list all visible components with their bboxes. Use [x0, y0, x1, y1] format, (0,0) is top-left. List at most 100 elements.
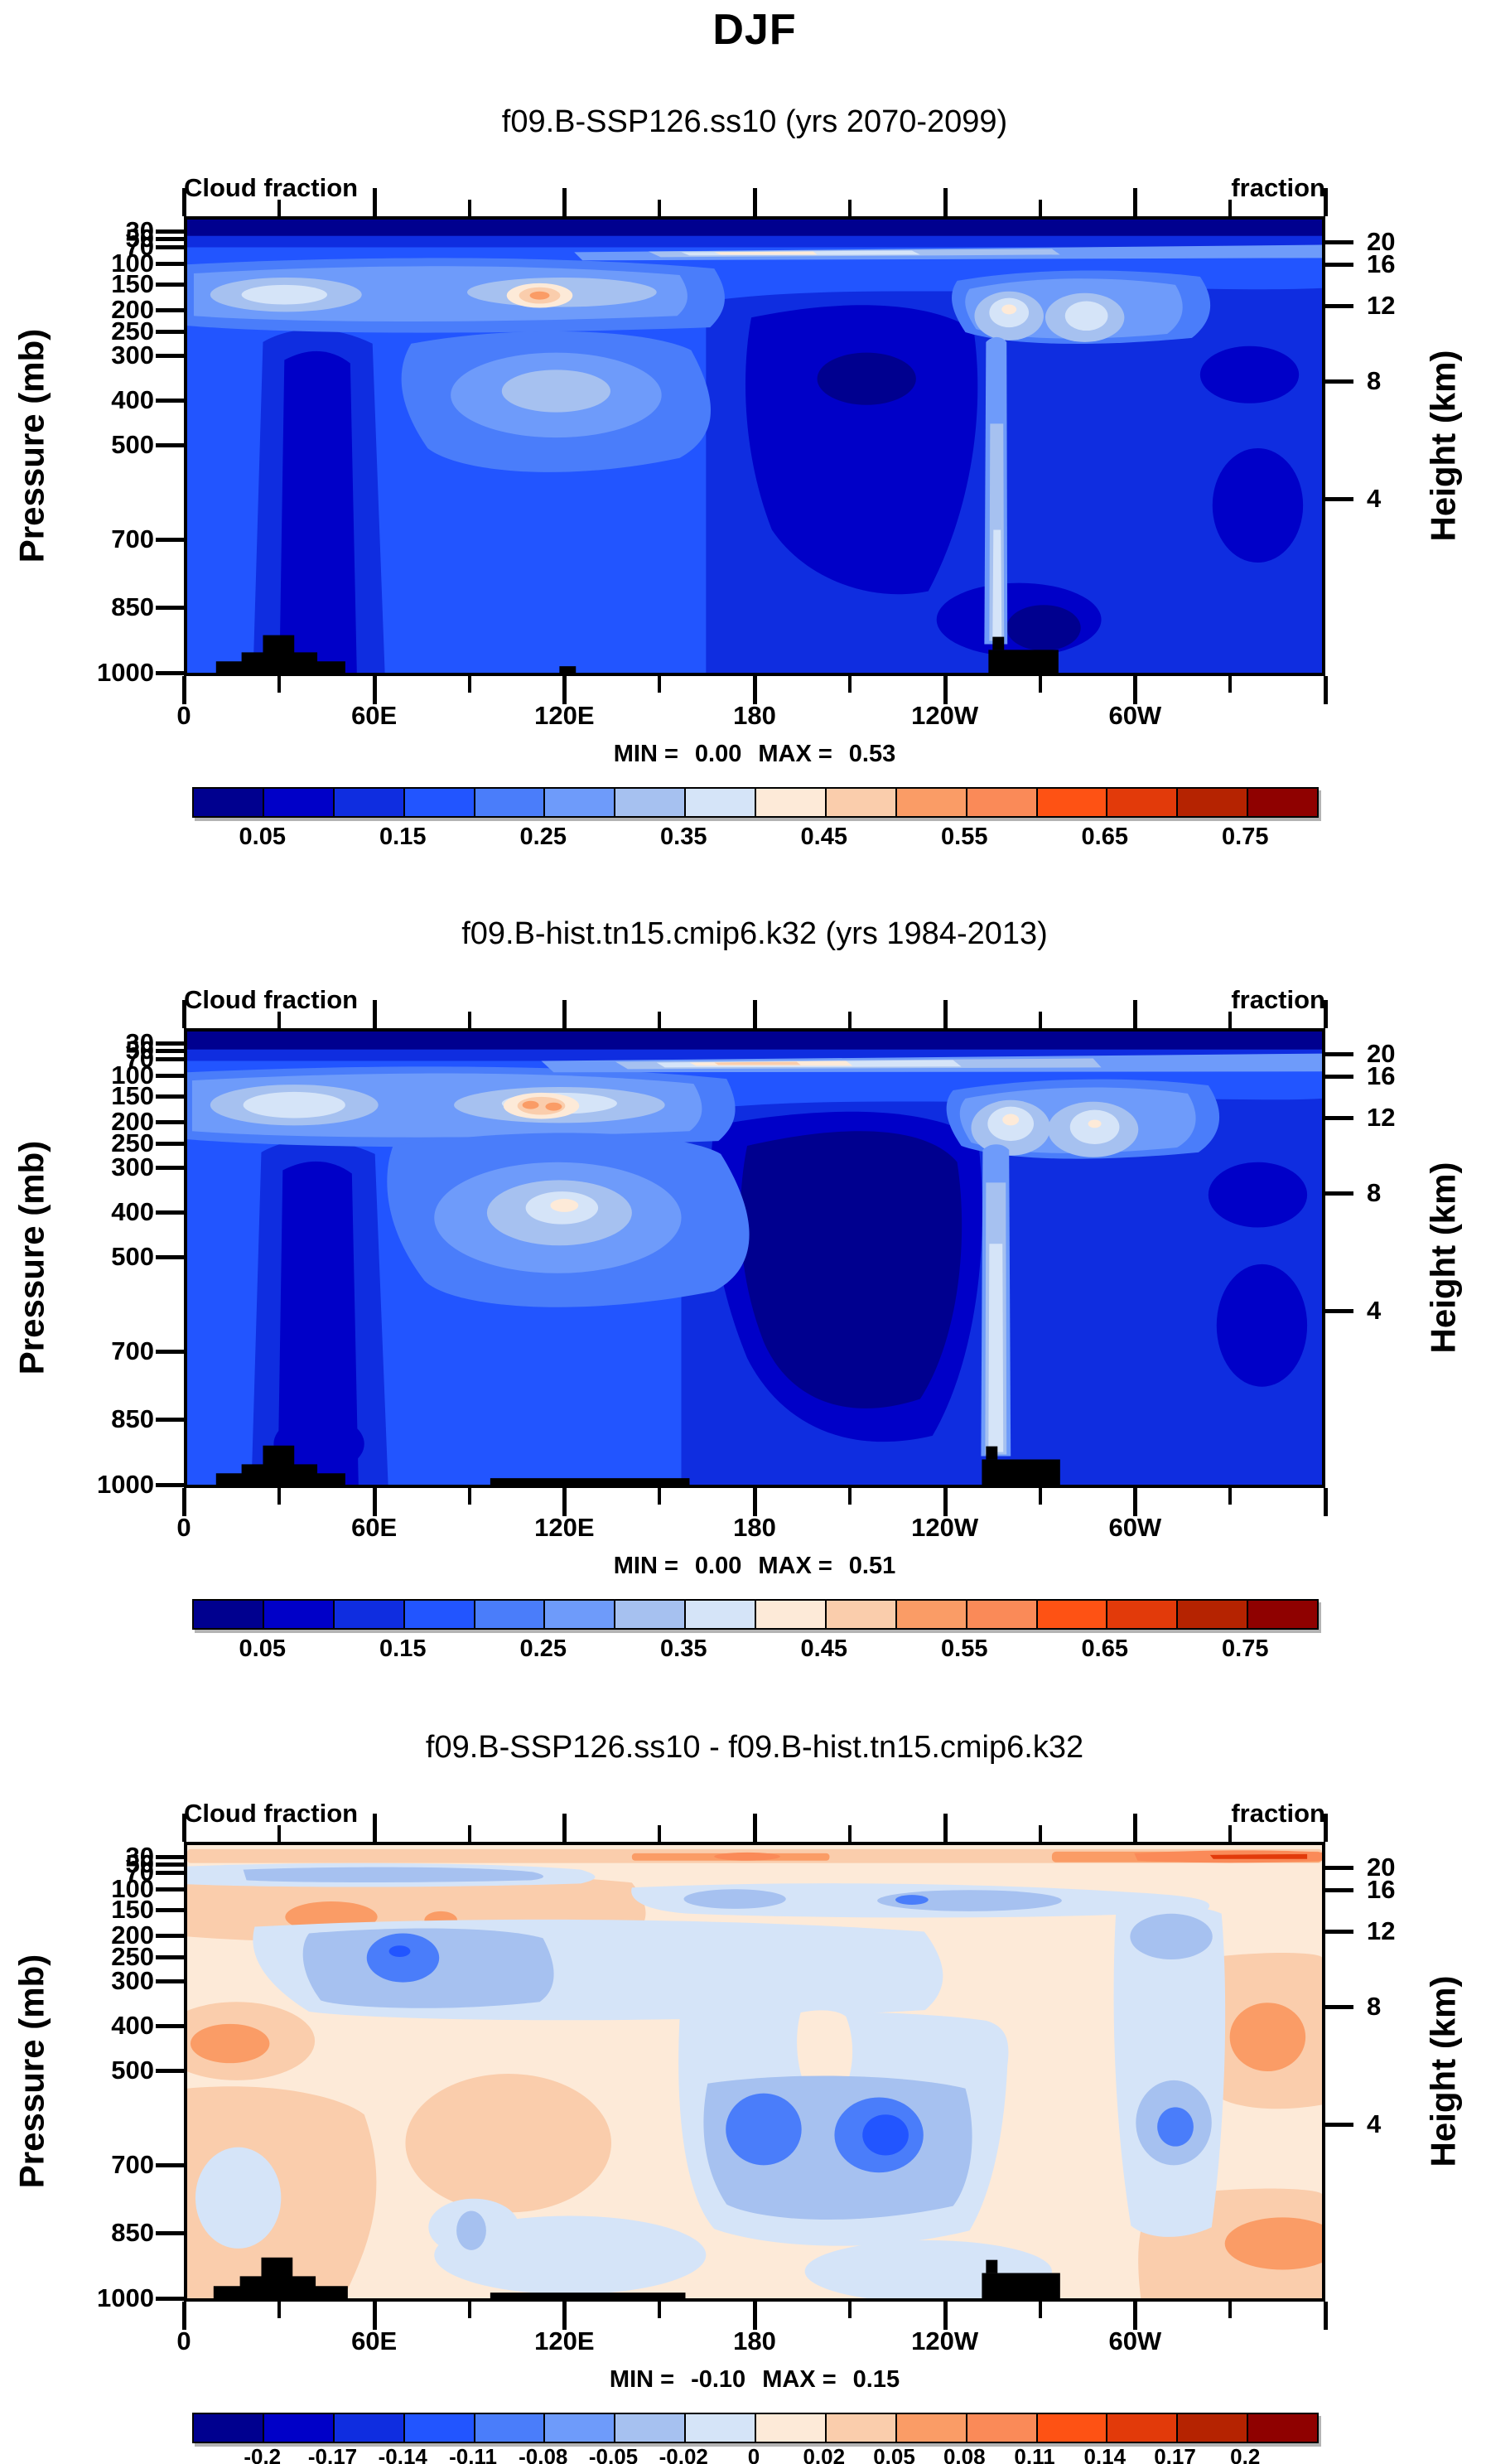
x-major-tick — [753, 676, 757, 704]
height-tick — [1325, 379, 1353, 384]
colorbar-tick-label: -0.17 — [307, 2444, 358, 2464]
colorbar-cell — [332, 789, 403, 816]
pressure-tick-label: 1000 — [97, 2283, 154, 2313]
height-tick — [1325, 1887, 1353, 1892]
x-minor-tick — [1038, 1488, 1042, 1505]
x-minor-tick — [1228, 1012, 1233, 1028]
pressure-tick — [156, 1417, 184, 1422]
x-major-tick — [943, 676, 948, 704]
colorbar — [192, 787, 1319, 818]
pressure-tick-label: 30 — [125, 1841, 154, 1871]
pressure-tick — [156, 1854, 184, 1859]
x-major-tick — [1324, 1000, 1328, 1028]
height-tick — [1325, 262, 1353, 267]
height-tick — [1325, 1052, 1353, 1057]
colorbar-tick-label: 0.05 — [239, 1635, 286, 1662]
pressure-tick-label: 50 — [125, 1036, 154, 1065]
colorbar-cell — [1176, 2414, 1247, 2442]
colorbar-tick-label: 0.45 — [800, 1635, 847, 1662]
x-major-tick — [372, 1488, 377, 1516]
pressure-tick-label: 1000 — [97, 658, 154, 688]
pressure-tick-label: 300 — [111, 1152, 154, 1182]
pressure-tick-label: 300 — [111, 1966, 154, 1996]
colorbar-cell — [1247, 789, 1317, 816]
colorbar-tick-label: 0 — [747, 2444, 760, 2464]
pressure-tick — [156, 1074, 184, 1079]
min-label: MIN = — [613, 741, 678, 767]
colorbar-cell — [1247, 1601, 1317, 1628]
colorbar-cell — [1176, 789, 1247, 816]
x-major-tick — [753, 1814, 757, 1842]
x-major-tick — [182, 676, 186, 704]
height-tick-label: 8 — [1367, 365, 1382, 395]
x-minor-tick — [658, 1012, 662, 1028]
x-minor-tick — [467, 1488, 471, 1505]
pressure-tick — [156, 2297, 184, 2302]
max-value: 0.51 — [848, 1553, 896, 1579]
colorbar-cell — [262, 2414, 333, 2442]
field-label-right: fraction — [1231, 173, 1325, 202]
pressure-tick — [156, 1908, 184, 1913]
colorbar-cell — [824, 2414, 895, 2442]
colorbar-cell — [755, 2414, 825, 2442]
pressure-tick — [156, 1041, 184, 1046]
pressure-tick-label: 50 — [125, 1849, 154, 1879]
pressure-tick-label: 700 — [111, 2150, 154, 2180]
pressure-tick-label: 1000 — [97, 1470, 154, 1500]
contour-field-difference — [187, 1845, 1322, 2298]
x-tick-label: 60W — [1108, 1513, 1162, 1542]
colorbar-tick-label: 0.55 — [941, 1635, 988, 1662]
min-label: MIN = — [613, 1553, 678, 1579]
x-tick-label: 180 — [733, 2326, 776, 2355]
x-major-tick — [182, 2302, 186, 2330]
min-value: 0.00 — [694, 741, 742, 767]
colorbar-tick-label: 0.17 — [1154, 2444, 1196, 2464]
x-minor-tick — [467, 2302, 471, 2318]
x-tick-label: 60W — [1108, 2326, 1162, 2355]
pressure-tick-label: 850 — [111, 592, 154, 621]
colorbar-cell — [332, 1601, 403, 1628]
colorbar-cell — [614, 789, 685, 816]
height-tick — [1325, 240, 1353, 245]
height-tick — [1325, 304, 1353, 309]
colorbar — [192, 2413, 1319, 2443]
pressure-tick-label: 100 — [111, 1060, 154, 1090]
max-value: 0.53 — [848, 741, 896, 767]
x-tick-label: 60E — [351, 701, 398, 730]
colorbar-cell — [1106, 789, 1177, 816]
height-tick-label: 20 — [1367, 1039, 1396, 1069]
x-tick-label: 0 — [176, 701, 191, 730]
pressure-tick — [156, 308, 184, 313]
colorbar-cell — [262, 1601, 333, 1628]
pressure-tick-label: 500 — [111, 1241, 154, 1271]
pressure-tick — [156, 605, 184, 610]
x-major-tick — [753, 1488, 757, 1516]
x-minor-tick — [1228, 2302, 1233, 2318]
x-minor-tick — [1228, 200, 1233, 216]
x-major-tick — [943, 1814, 948, 1842]
colorbar-cell — [543, 1601, 615, 1628]
pressure-tick — [156, 262, 184, 267]
colorbar-cell — [1106, 1601, 1177, 1628]
x-minor-tick — [1038, 1012, 1042, 1028]
field-label-left: Cloud fraction — [184, 1799, 359, 1828]
x-tick-label: 120W — [911, 2326, 979, 2355]
pressure-tick-label: 500 — [111, 429, 154, 459]
x-major-tick — [1133, 2302, 1138, 2330]
x-tick-label: 60E — [351, 2326, 398, 2355]
colorbar-tick-label: 0.2 — [1230, 2444, 1261, 2464]
colorbar-tick-label: -0.02 — [659, 2444, 708, 2464]
x-major-tick — [1133, 676, 1138, 704]
pressure-tick-label: 150 — [111, 1081, 154, 1111]
pressure-tick — [156, 2230, 184, 2235]
pressure-tick — [156, 1954, 184, 1959]
colorbar-tick-label: 0.35 — [660, 1635, 707, 1662]
contour-field-ssp126 — [187, 220, 1322, 673]
x-major-tick — [753, 188, 757, 216]
colorbar-tick-label: -0.2 — [244, 2444, 282, 2464]
colorbar-tick-label: 0.55 — [941, 824, 988, 850]
x-minor-tick — [277, 1825, 281, 1842]
pressure-tick-label: 200 — [111, 1107, 154, 1137]
x-minor-tick — [467, 200, 471, 216]
pressure-tick — [156, 1254, 184, 1259]
